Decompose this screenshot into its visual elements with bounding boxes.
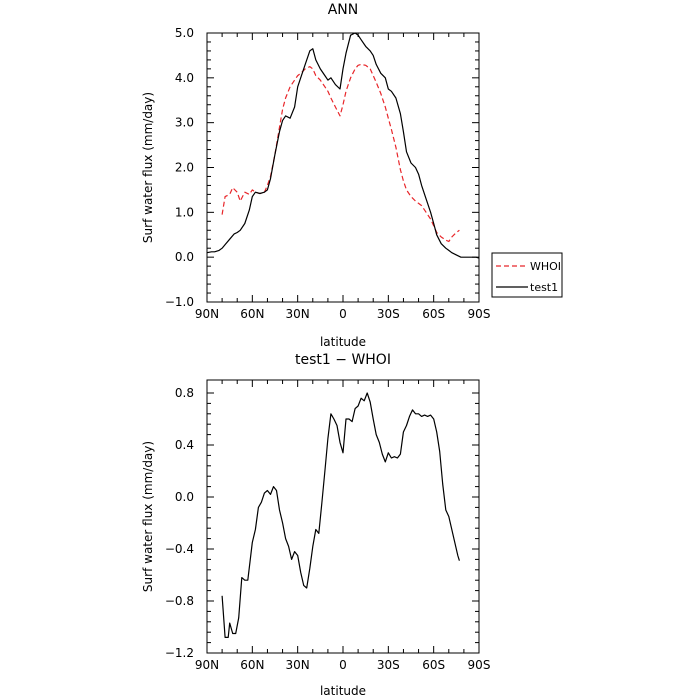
- y-tick-label: 0.4: [175, 438, 194, 452]
- top-chart-title: ANN: [328, 2, 359, 18]
- bottom-y-axis-label: Surf water flux (mm/day): [141, 441, 155, 592]
- x-tick-label: 60S: [422, 658, 445, 672]
- top-plot-frame: [206, 32, 480, 303]
- y-tick-label: 0.0: [175, 490, 194, 504]
- top-panel: ANN 90N 60N 30N 0 30S 60S 90S −1.0 0.0 1.0 2.0 3.0 4…: [141, 2, 563, 349]
- x-tick-label: 30N: [286, 658, 310, 672]
- y-tick-label: −1.0: [165, 295, 194, 309]
- bottom-chart-title: test1 − WHOI: [295, 352, 391, 368]
- x-tick-label: 90S: [468, 658, 491, 672]
- top-chart-marks: 90N 60N 30N 0 30S 60S 90S −1.0 0.0 1.0 2.0 3.0 4.0 5.…: [165, 26, 491, 321]
- series-line-test1: [206, 32, 480, 259]
- x-tick-label: 60S: [422, 307, 445, 321]
- x-tick-label: 0: [339, 658, 347, 672]
- x-tick-label: 0: [339, 307, 347, 321]
- bottom-panel: test1 − WHOI 90N 60N 30N 0 30S 60S 90S −1.2 −0.8…: [141, 352, 490, 698]
- bottom-x-axis-label: latitude: [320, 684, 366, 698]
- bottom-plot-frame: [206, 379, 480, 654]
- y-tick-label: 3.0: [175, 116, 194, 130]
- y-tick-label: −0.8: [165, 594, 194, 608]
- legend: WHOI test1: [491, 252, 563, 298]
- x-tick-label: 30S: [377, 658, 400, 672]
- legend-box: [491, 252, 563, 298]
- series-line-whoi: [221, 63, 460, 243]
- y-tick-label: 0.8: [175, 386, 194, 400]
- y-tick-label: 0.0: [175, 250, 194, 264]
- y-tick-label: 5.0: [175, 26, 194, 40]
- y-tick-label: −1.2: [165, 646, 194, 660]
- top-y-axis-label: Surf water flux (mm/day): [141, 92, 155, 243]
- legend-label-whoi: WHOI: [530, 260, 561, 273]
- y-tick-label: 1.0: [175, 205, 194, 219]
- y-tick-label: 4.0: [175, 71, 194, 85]
- x-tick-label: 90N: [195, 307, 219, 321]
- x-tick-label: 30S: [377, 307, 400, 321]
- x-tick-label: 60N: [240, 658, 264, 672]
- x-tick-label: 90S: [468, 307, 491, 321]
- series-line-difference: [221, 392, 460, 639]
- top-x-axis-label: latitude: [320, 335, 366, 349]
- x-tick-label: 90N: [195, 658, 219, 672]
- x-tick-label: 30N: [286, 307, 310, 321]
- y-tick-label: 2.0: [175, 161, 194, 175]
- x-tick-label: 60N: [240, 307, 264, 321]
- y-tick-label: −0.4: [165, 542, 194, 556]
- bottom-chart-marks: 90N 60N 30N 0 30S 60S 90S −1.2 −0.8 −0.4 0.0 0.4 0.8: [165, 380, 491, 672]
- legend-label-test1: test1: [530, 281, 558, 294]
